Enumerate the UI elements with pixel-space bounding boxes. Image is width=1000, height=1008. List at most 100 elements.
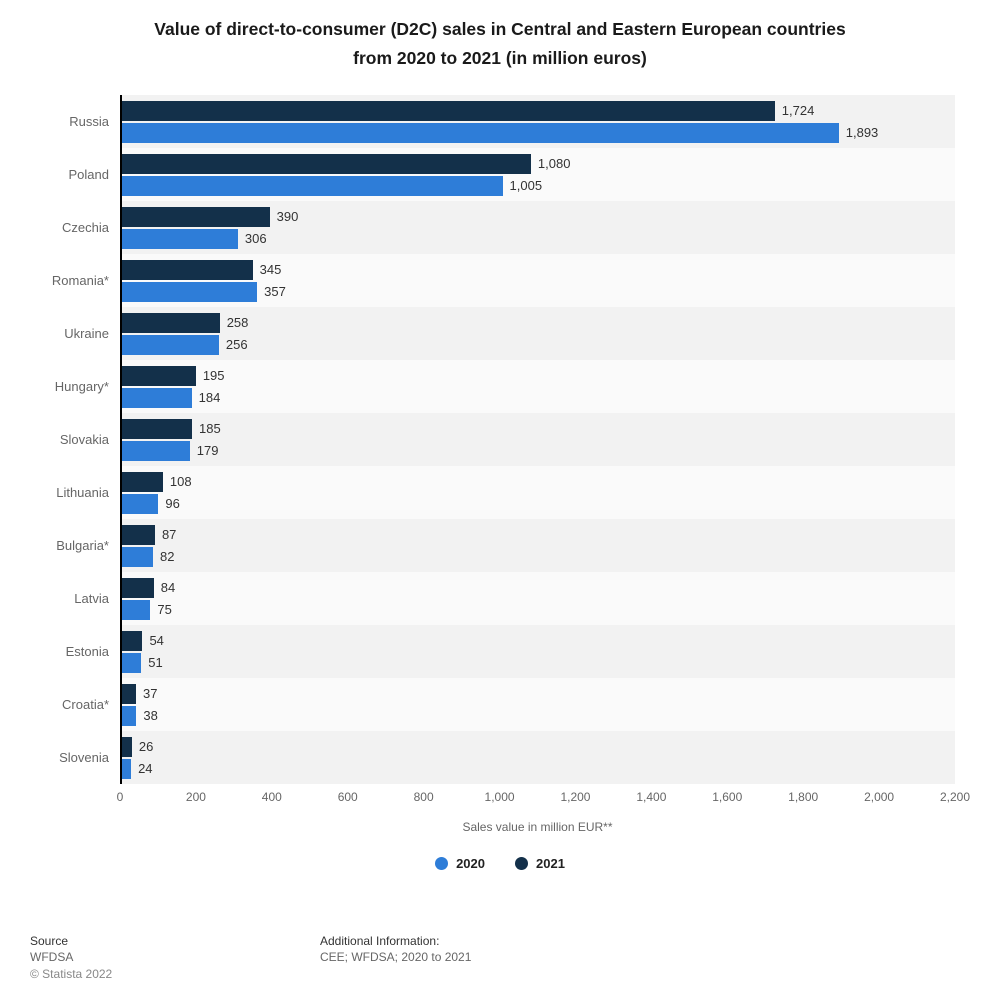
category-label: Hungary* (54, 379, 109, 394)
x-tick-label: 200 (185, 790, 206, 804)
bar-row-2021: 345 (122, 259, 955, 280)
bar-row-2021: 54 (122, 630, 955, 651)
category-label: Czechia (62, 220, 109, 235)
bar-2021 (122, 524, 155, 545)
bar-group: Czechia 390 306 (30, 201, 955, 254)
bar-2021 (122, 736, 132, 757)
bar-row-2021: 37 (122, 683, 955, 704)
category-label: Croatia* (62, 697, 109, 712)
bar-2020 (122, 652, 142, 673)
bar-2020 (122, 705, 137, 726)
value-label: 75 (157, 602, 172, 617)
bar-group: Russia 1,724 1,893 (30, 95, 955, 148)
category-band: 195 184 (120, 360, 955, 413)
source-value: WFDSA (30, 950, 74, 964)
source-label: Source (30, 933, 69, 948)
x-axis-label: Sales value in million EUR** (462, 820, 613, 834)
value-label: 256 (225, 337, 248, 352)
legend-label: 2020 (456, 856, 485, 871)
value-label: 185 (199, 421, 221, 436)
x-tick-label: 2,200 (939, 790, 971, 804)
bar-row-2021: 195 (122, 365, 955, 386)
x-tick-label: 1,200 (560, 790, 591, 804)
value-label: 357 (264, 284, 286, 299)
bar-2021 (122, 259, 253, 280)
bar-row-2021: 87 (122, 524, 955, 545)
category-band: 390 306 (120, 201, 955, 254)
x-axis-ticks: 0 200 400 600 800 1,000 1,200 1,400 1,600 1,800 2,… (117, 790, 970, 808)
bar-2021 (122, 471, 163, 492)
bar-2021 (122, 206, 270, 227)
bar-2020 (122, 440, 190, 461)
category-label: Ukraine (64, 326, 109, 341)
value-label: 1,005 (509, 178, 543, 193)
bar-2020 (122, 387, 192, 408)
value-label: 1,893 (845, 125, 879, 140)
x-tick-label: 400 (261, 790, 282, 804)
value-label: 84 (160, 580, 176, 595)
value-label: 96 (165, 496, 180, 511)
bar-row-2021: 84 (122, 577, 955, 598)
bar-row-2021: 185 (122, 418, 955, 439)
bar-2021 (122, 418, 193, 439)
value-label: 179 (196, 443, 219, 458)
value-label: 24 (138, 761, 153, 776)
x-tick-label: 1,800 (788, 790, 819, 804)
chart-title: Value of direct-to-consumer (D2C) sales … (0, 0, 1000, 73)
chart-title-line2: from 2020 to 2021 (in million euros) (353, 48, 647, 68)
bar-2021 (122, 312, 220, 333)
x-tick-label: 1,000 (484, 790, 515, 804)
bar-row-2020: 1,893 (122, 122, 955, 143)
value-label: 54 (149, 633, 164, 648)
category-label: Poland (68, 167, 109, 182)
bar-row-2020: 357 (122, 281, 955, 302)
value-label: 37 (143, 686, 158, 701)
bar-group: Slovakia 185 179 (30, 413, 955, 466)
category-label: Lithuania (56, 485, 109, 500)
value-label: 184 (198, 390, 221, 405)
bar-row-2021: 390 (122, 206, 955, 227)
category-band: 258 256 (120, 307, 955, 360)
legend: 2020 2021 (0, 856, 1000, 871)
category-label: Russia (69, 114, 109, 129)
bar-2021 (122, 365, 196, 386)
category-band: 37 38 (120, 678, 955, 731)
footer: Source WFDSA © Statista 2022 Additional … (30, 933, 970, 983)
bar-group: Latvia 84 75 (30, 572, 955, 625)
bar-chart: Russia 1,724 1,893 Poland 1,080 1,005 Czechia 3… (0, 95, 1000, 784)
bar-group: Hungary* 195 184 (30, 360, 955, 413)
footer-source-block: Source WFDSA © Statista 2022 (30, 933, 320, 983)
x-tick-label: 800 (413, 790, 434, 804)
bar-group: Estonia 54 51 (30, 625, 955, 678)
value-label: 258 (226, 315, 249, 330)
category-label: Romania* (51, 273, 109, 288)
bar-2020 (122, 546, 154, 567)
bar-row-2020: 184 (122, 387, 955, 408)
legend-dot-icon (435, 857, 449, 870)
footer-additional-block: Additional Information: CEE; WFDSA; 2020… (320, 933, 471, 983)
bar-row-2021: 26 (122, 736, 955, 757)
bar-group: Croatia* 37 38 (30, 678, 955, 731)
bar-2020 (122, 228, 238, 249)
bar-row-2021: 1,080 (122, 153, 955, 174)
x-tick-label: 2,000 (864, 790, 895, 804)
value-label: 26 (138, 739, 154, 754)
x-axis-label-row: Sales value in million EUR** (0, 818, 1000, 836)
bar-group: Slovenia 26 24 (30, 731, 955, 784)
plot-area: Russia 1,724 1,893 Poland 1,080 1,005 Czechia 3… (30, 95, 955, 784)
category-band: 1,080 1,005 (120, 148, 955, 201)
value-label: 108 (169, 474, 192, 489)
category-label: Slovakia (59, 432, 109, 447)
bar-2020 (122, 493, 159, 514)
bar-2020 (122, 122, 839, 143)
bar-2020 (122, 281, 258, 302)
bar-2021 (122, 153, 531, 174)
value-label: 51 (148, 655, 163, 670)
category-label: Latvia (74, 591, 109, 606)
category-label: Estonia (65, 644, 109, 659)
category-band: 108 96 (120, 466, 955, 519)
bar-2020 (122, 175, 503, 196)
category-band: 87 82 (120, 519, 955, 572)
value-label: 1,724 (781, 103, 815, 118)
